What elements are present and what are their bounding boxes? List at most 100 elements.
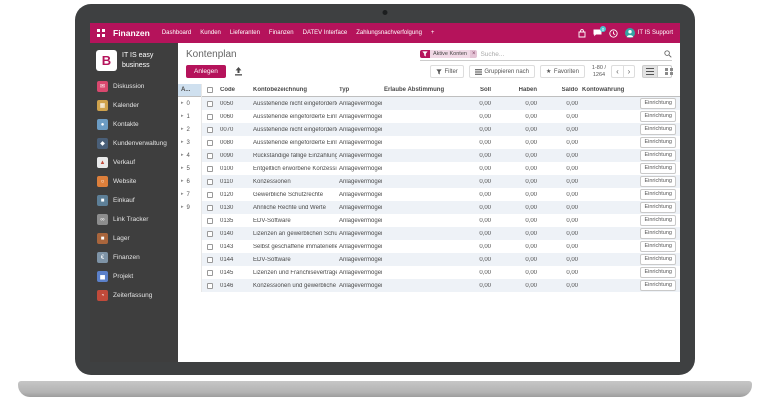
row-checkbox[interactable] [202, 191, 218, 198]
column-balance[interactable]: Saldo [561, 87, 578, 93]
expand-arrow-icon[interactable]: ▸ [181, 165, 184, 171]
top-menu-item[interactable]: DATEV Interface [302, 30, 348, 36]
sidebar-item-kundenverwaltung[interactable]: ◆ Kundenverwaltung [90, 134, 178, 153]
setup-button[interactable]: Einrichtung [640, 215, 676, 226]
column-code[interactable]: Code [220, 87, 235, 93]
expand-arrow-icon[interactable]: ▸ [181, 139, 184, 145]
sidebar-item-finanzen[interactable]: € Finanzen [90, 248, 178, 267]
table-row[interactable]: 0135 EDV-Software Anlagevermögen 0,00 0,00 0,… [202, 214, 680, 227]
table-row[interactable]: 0143 Selbst geschaffene immaterielle ... A… [202, 240, 680, 253]
group-row[interactable]: ▸ 2 [178, 123, 201, 136]
sidebar-item-verkauf[interactable]: ▲ Verkauf [90, 153, 178, 172]
row-checkbox[interactable] [202, 256, 218, 263]
search-bar[interactable]: Aktive Konten × [420, 50, 672, 61]
setup-button[interactable]: Einrichtung [640, 254, 676, 265]
group-row[interactable]: ▸ 7 [178, 188, 201, 201]
sidebar-item-projekt[interactable]: ▅ Projekt [90, 267, 178, 286]
group-panel-header[interactable]: A... [178, 84, 201, 97]
setup-button[interactable]: Einrichtung [640, 189, 676, 200]
pager-next-button[interactable]: › [623, 65, 635, 78]
group-row[interactable]: ▸ 5 [178, 162, 201, 175]
column-name[interactable]: Kontobezeichnung [253, 87, 307, 93]
messages-icon[interactable]: 0 [593, 26, 606, 37]
expand-arrow-icon[interactable]: ▸ [181, 204, 184, 210]
table-row[interactable]: 0130 Ähnliche Rechte und Werte Anlagevermö… [202, 201, 680, 214]
setup-button[interactable]: Einrichtung [640, 137, 676, 148]
table-row[interactable]: 0080 Ausstehende eingeforderte Einlag...A… [202, 136, 680, 149]
expand-arrow-icon[interactable]: ▸ [181, 152, 184, 158]
table-row[interactable]: 0140 Lizenzen an gewerblichen Schutzr...A… [202, 227, 680, 240]
setup-button[interactable]: Einrichtung [640, 241, 676, 252]
sidebar-item-zeiterfassung[interactable]: ◔ Zeiterfassung [90, 286, 178, 305]
create-button[interactable]: Anlegen [186, 65, 226, 78]
top-menu-item[interactable]: Kunden [200, 30, 221, 36]
column-debit[interactable]: Soll [479, 87, 491, 93]
row-checkbox[interactable] [202, 217, 218, 224]
sidebar-item-website[interactable]: ○ Website [90, 172, 178, 191]
sidebar-item-diskussion[interactable]: ✉ Diskussion [90, 77, 178, 96]
table-row[interactable]: 0100 Entgeltlich erworbene Konzession...A… [202, 162, 680, 175]
setup-button[interactable]: Einrichtung [640, 228, 676, 239]
expand-arrow-icon[interactable]: ▸ [181, 126, 184, 132]
row-checkbox[interactable] [202, 282, 218, 289]
sidebar-item-link-tracker[interactable]: ∞ Link Tracker [90, 210, 178, 229]
store-bag-icon[interactable] [578, 28, 586, 38]
column-reconcile[interactable]: Erlaube Abstimmung [384, 87, 445, 93]
row-checkbox[interactable] [202, 139, 218, 146]
group-row[interactable]: ▸ 3 [178, 136, 201, 149]
setup-button[interactable]: Einrichtung [640, 267, 676, 278]
setup-button[interactable]: Einrichtung [640, 111, 676, 122]
row-checkbox[interactable] [202, 204, 218, 211]
table-row[interactable]: 0110 Konzessionen Anlagevermögen 0,00 0,00 0,… [202, 175, 680, 188]
table-row[interactable]: 0050 Ausstehende nicht eingeforderte ... A… [202, 97, 680, 110]
row-checkbox[interactable] [202, 269, 218, 276]
sidebar-item-einkauf[interactable]: ■ Einkauf [90, 191, 178, 210]
row-checkbox[interactable] [202, 243, 218, 250]
table-row[interactable]: 0145 Lizenzen und Franchiseverträge Anlage… [202, 266, 680, 279]
setup-button[interactable]: Einrichtung [640, 150, 676, 161]
table-row[interactable]: 0144 EDV-Software Anlagevermögen 0,00 0,00 0,… [202, 253, 680, 266]
row-checkbox[interactable] [202, 165, 218, 172]
select-all-checkbox[interactable] [202, 87, 218, 93]
apps-menu-icon[interactable] [97, 29, 105, 37]
top-menu-item[interactable]: Zahlungsnachverfolgung [356, 30, 422, 36]
column-currency[interactable]: Kontowährung [582, 87, 625, 93]
column-type[interactable]: Typ [339, 87, 350, 93]
top-menu-item[interactable]: Finanzen [268, 30, 294, 36]
row-checkbox[interactable] [202, 230, 218, 237]
row-checkbox[interactable] [202, 126, 218, 133]
group-row[interactable]: ▸ 4 [178, 149, 201, 162]
group-row[interactable]: ▸ 0 [178, 97, 201, 110]
table-row[interactable]: 0120 Gewerbliche Schutzrechte Anlagevermög… [202, 188, 680, 201]
table-row[interactable]: 0060 Ausstehende eingeforderte Einlag...A… [202, 110, 680, 123]
user-menu[interactable]: IT IS Support [624, 28, 673, 38]
export-icon[interactable] [232, 67, 245, 76]
table-row[interactable]: 0090 Rückständige fällige Einzahlunge...A… [202, 149, 680, 162]
search-facet[interactable]: Aktive Konten × [420, 50, 478, 58]
setup-button[interactable]: Einrichtung [640, 98, 676, 109]
top-menu-item[interactable]: + [430, 30, 435, 36]
group-row[interactable]: ▸ 6 [178, 175, 201, 188]
group-row[interactable]: ▸ 9 [178, 201, 201, 214]
top-menu-item[interactable]: Lieferanten [229, 30, 260, 36]
expand-arrow-icon[interactable]: ▸ [181, 178, 184, 184]
activities-clock-icon[interactable] [609, 28, 618, 38]
column-credit[interactable]: Haben [518, 87, 537, 93]
favorites-button[interactable]: ★ Favoriten [540, 65, 585, 78]
setup-button[interactable]: Einrichtung [640, 176, 676, 187]
kanban-view-button[interactable] [657, 65, 672, 78]
group-row[interactable]: ▸ 1 [178, 110, 201, 123]
setup-button[interactable]: Einrichtung [640, 280, 676, 291]
setup-button[interactable]: Einrichtung [640, 202, 676, 213]
table-row[interactable]: 0146 Konzessionen und gewerbliche S...Anl… [202, 279, 680, 292]
row-checkbox[interactable] [202, 100, 218, 107]
sidebar-item-kontakte[interactable]: ● Kontakte [90, 115, 178, 134]
brand[interactable]: B IT IS easy business [90, 43, 178, 77]
expand-arrow-icon[interactable]: ▸ [181, 100, 184, 106]
filter-button[interactable]: Filter [429, 65, 464, 78]
row-checkbox[interactable] [202, 152, 218, 159]
expand-arrow-icon[interactable]: ▸ [181, 113, 184, 119]
setup-button[interactable]: Einrichtung [640, 124, 676, 135]
row-checkbox[interactable] [202, 178, 218, 185]
table-row[interactable]: 0070 Ausstehende nicht eingeforderte ... A… [202, 123, 680, 136]
